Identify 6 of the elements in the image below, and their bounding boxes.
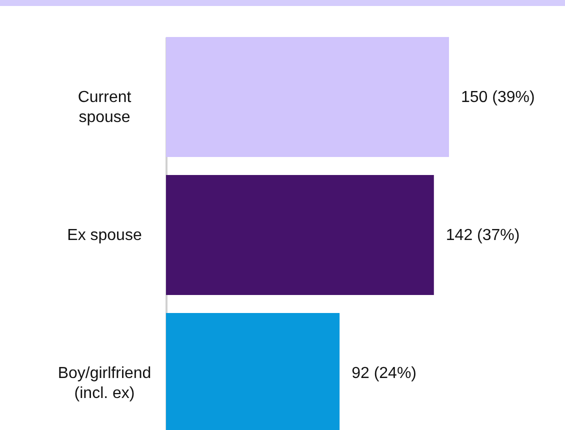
data-label: 92 (24%)	[352, 364, 416, 382]
y-tick-label: Boy/girlfriend (incl. ex)	[58, 364, 152, 402]
data-label: 142 (37%)	[446, 227, 520, 244]
data-label: 150 (39%)	[461, 89, 535, 106]
y-tick-label: Ex spouse	[67, 227, 142, 244]
y-tick-label: Current spouse	[78, 89, 132, 126]
